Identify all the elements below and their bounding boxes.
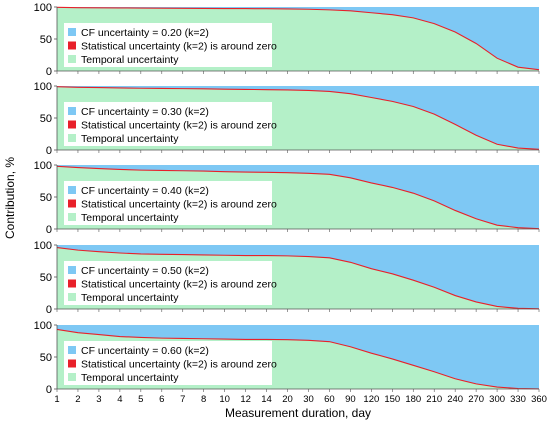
y-tick-label: 50 bbox=[40, 34, 52, 46]
legend-item-cf-swatch bbox=[68, 186, 76, 194]
y-tick-label: 50 bbox=[40, 272, 52, 284]
x-tick-label: 180 bbox=[405, 394, 421, 405]
statistical-uncertainty-line bbox=[56, 247, 540, 310]
x-tick-label: 14 bbox=[261, 394, 272, 405]
x-tick-label: 20 bbox=[282, 394, 293, 405]
x-tick-label: 3 bbox=[96, 394, 101, 405]
legend-item-temporal-label: Temporal uncertainty bbox=[81, 292, 179, 304]
legend-box bbox=[64, 102, 272, 146]
y-tick-label: 0 bbox=[46, 304, 52, 316]
x-tick-label: 330 bbox=[510, 394, 526, 405]
legend-item-temporal-swatch bbox=[68, 213, 76, 221]
statistical-uncertainty-line bbox=[56, 6, 540, 71]
legend-item-statistical-swatch bbox=[68, 199, 76, 208]
legend-item-cf-swatch bbox=[68, 346, 76, 354]
legend-item-statistical-label: Statistical uncertainty (k=2) is around … bbox=[81, 120, 277, 132]
x-tick-label: 240 bbox=[447, 394, 463, 405]
y-tick-label: 50 bbox=[40, 113, 52, 125]
y-axis-title: Contribution, % bbox=[3, 157, 17, 239]
legend-box bbox=[64, 181, 272, 225]
y-tick-label: 100 bbox=[34, 160, 52, 172]
legend-item-temporal-swatch bbox=[68, 134, 76, 142]
x-tick-label: 2 bbox=[75, 394, 80, 405]
legend-item-statistical-label: Statistical uncertainty (k=2) is around … bbox=[81, 359, 277, 371]
legend-item-statistical-swatch bbox=[68, 279, 76, 288]
y-tick-label: 50 bbox=[40, 192, 52, 204]
x-tick-label: 8 bbox=[201, 394, 206, 405]
legend-item-statistical-swatch bbox=[68, 120, 76, 129]
y-tick-label: 100 bbox=[34, 2, 52, 14]
x-tick-label: 30 bbox=[303, 394, 314, 405]
x-tick-label: 6 bbox=[159, 394, 164, 405]
x-axis-title: Measurement duration, day bbox=[225, 406, 371, 420]
x-tick-label: 270 bbox=[468, 394, 484, 405]
legend-item-temporal-swatch bbox=[68, 373, 76, 381]
legend-item-cf-label: CF uncertainty = 0.50 (k=2) bbox=[81, 265, 209, 277]
statistical-uncertainty-line bbox=[56, 165, 540, 230]
legend-box bbox=[64, 23, 272, 67]
x-tick-label: 210 bbox=[426, 394, 442, 405]
x-tick-label: 60 bbox=[324, 394, 335, 405]
legend-item-temporal-swatch bbox=[68, 293, 76, 301]
legend-box bbox=[64, 261, 272, 305]
statistical-uncertainty-line bbox=[56, 86, 540, 150]
legend-item-cf-label: CF uncertainty = 0.60 (k=2) bbox=[81, 345, 209, 357]
panel-4: 0 50 100 CF uncertainty = 0.50 (k=2) Statist… bbox=[34, 240, 540, 316]
legend-item-cf-swatch bbox=[68, 266, 76, 274]
legend-item-statistical-label: Statistical uncertainty (k=2) is around … bbox=[81, 199, 277, 211]
legend-item-temporal-label: Temporal uncertainty bbox=[81, 133, 179, 145]
legend-item-temporal-label: Temporal uncertainty bbox=[81, 54, 179, 66]
x-tick-label: 90 bbox=[345, 394, 356, 405]
legend-item-cf-label: CF uncertainty = 0.40 (k=2) bbox=[81, 185, 209, 197]
legend-item-temporal-swatch bbox=[68, 55, 76, 63]
x-tick-label: 300 bbox=[489, 394, 505, 405]
y-tick-label: 100 bbox=[34, 320, 52, 332]
y-tick-label: 100 bbox=[34, 240, 52, 252]
x-tick-label: 120 bbox=[363, 394, 379, 405]
legend-item-statistical-swatch bbox=[68, 359, 76, 368]
legend-item-cf-swatch bbox=[68, 107, 76, 115]
legend-item-cf-label: CF uncertainty = 0.30 (k=2) bbox=[81, 106, 209, 118]
y-tick-label: 0 bbox=[46, 66, 52, 78]
x-tick-label: 150 bbox=[384, 394, 400, 405]
x-tick-label: 360 bbox=[531, 394, 547, 405]
panel-1: 0 50 100 CF uncertainty = 0.20 (k=2) Statist… bbox=[34, 2, 540, 78]
statistical-uncertainty-line bbox=[56, 328, 540, 390]
y-tick-label: 0 bbox=[46, 145, 52, 157]
legend-item-cf-swatch bbox=[68, 28, 76, 36]
panel-5: 0 50 100 CF uncertainty = 0.60 (k=2) Statist… bbox=[34, 320, 540, 396]
legend-item-temporal-label: Temporal uncertainty bbox=[81, 372, 179, 384]
y-tick-label: 0 bbox=[46, 384, 52, 396]
legend-item-statistical-swatch bbox=[68, 41, 76, 50]
y-tick-label: 100 bbox=[34, 81, 52, 93]
x-tick-label: 7 bbox=[180, 394, 185, 405]
x-tick-label: 1 bbox=[54, 394, 59, 405]
legend-item-cf-label: CF uncertainty = 0.20 (k=2) bbox=[81, 27, 209, 39]
legend-item-temporal-label: Temporal uncertainty bbox=[81, 212, 179, 224]
y-tick-label: 50 bbox=[40, 352, 52, 364]
legend-box bbox=[64, 341, 272, 385]
panel-3: 0 50 100 CF uncertainty = 0.40 (k=2) Statist… bbox=[34, 160, 540, 236]
x-tick-label: 5 bbox=[138, 394, 143, 405]
y-tick-label: 0 bbox=[46, 224, 52, 236]
panel-2: 0 50 100 CF uncertainty = 0.30 (k=2) Statist… bbox=[34, 81, 540, 157]
x-tick-label: 10 bbox=[219, 394, 230, 405]
legend-item-statistical-label: Statistical uncertainty (k=2) is around … bbox=[81, 41, 277, 53]
legend-item-statistical-label: Statistical uncertainty (k=2) is around … bbox=[81, 279, 277, 291]
x-tick-label: 12 bbox=[240, 394, 251, 405]
x-tick-label: 4 bbox=[117, 394, 122, 405]
